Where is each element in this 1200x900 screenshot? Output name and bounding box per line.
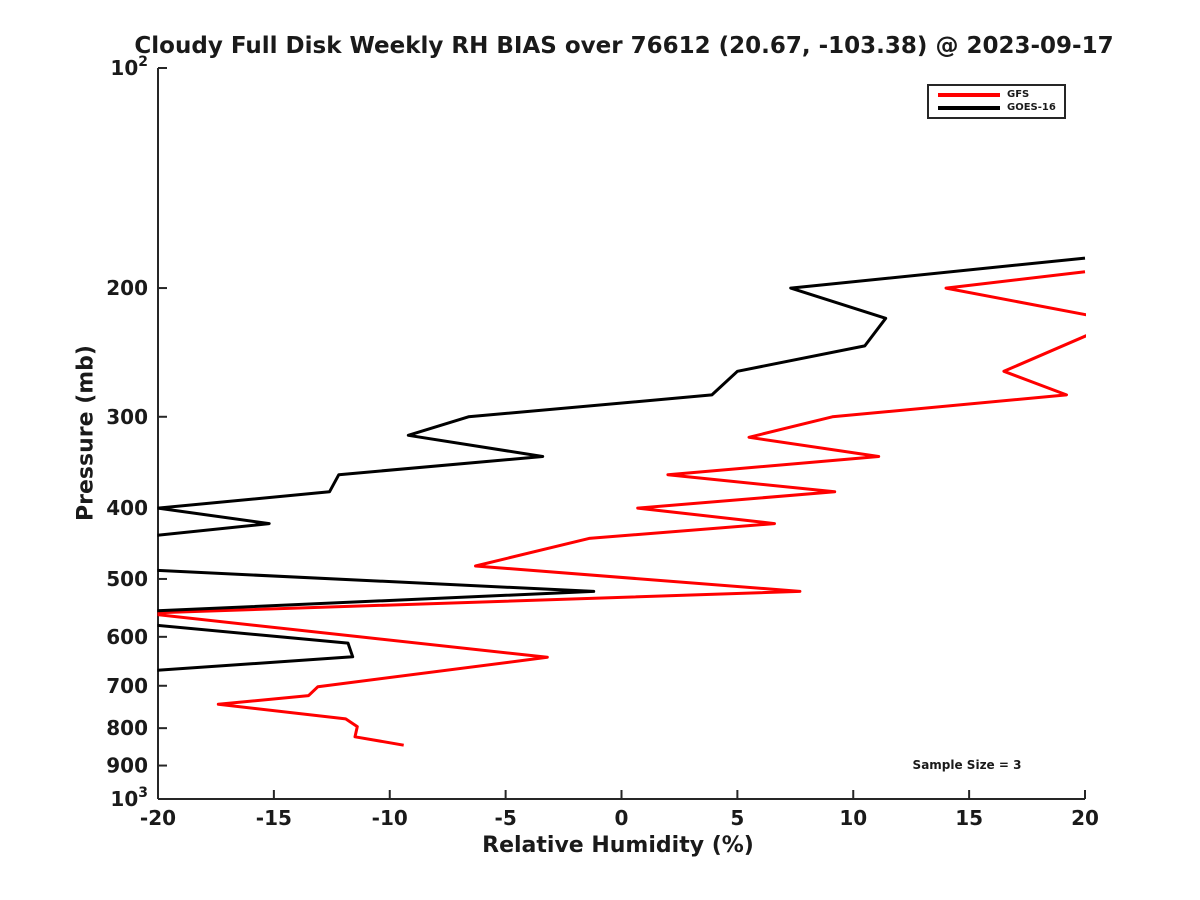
x-tick-label: -5 xyxy=(495,806,517,830)
y-tick-label: 400 xyxy=(106,496,148,520)
y-tick-label: 700 xyxy=(106,674,148,698)
axes xyxy=(157,68,1085,800)
goes16-line xyxy=(157,256,1086,672)
x-tick-label: -15 xyxy=(256,806,292,830)
gfs-legend-label: GFS xyxy=(1007,89,1030,101)
legend: GFS GOES-16 xyxy=(927,84,1066,119)
chart-title: Cloudy Full Disk Weekly RH BIAS over 766… xyxy=(134,33,1114,59)
y-tick-label: 500 xyxy=(106,567,148,591)
legend-item-gfs: GFS xyxy=(938,90,1064,100)
y-axis-label: Pressure (mb) xyxy=(73,345,99,521)
y-tick-label: 600 xyxy=(106,625,148,649)
x-tick-label: 5 xyxy=(730,806,744,830)
y-tick-label: 900 xyxy=(106,754,148,778)
x-tick-label: 0 xyxy=(615,806,629,830)
y-tick-label: 800 xyxy=(106,716,148,740)
y-tick-label: 200 xyxy=(106,276,148,300)
x-tick-label: 15 xyxy=(955,806,983,830)
goes16-line-swatch xyxy=(938,105,1000,110)
ticks xyxy=(157,67,1086,800)
x-tick-label: -10 xyxy=(372,806,408,830)
x-tick-label: 20 xyxy=(1071,806,1099,830)
legend-item-goes16: GOES-16 xyxy=(938,101,1064,113)
tick-labels: -20 -15 -10 -5 0 5 10 15 20 102 200 300 400 500 600 700… xyxy=(106,54,1099,830)
goes16-legend-label: GOES-16 xyxy=(1007,101,1056,113)
x-tick-label: 10 xyxy=(839,806,867,830)
y-tick-label: 102 xyxy=(110,54,148,80)
sample-size-annotation: Sample Size = 3 xyxy=(912,758,1022,772)
x-tick-label: -20 xyxy=(140,806,176,830)
x-axis-label: Relative Humidity (%) xyxy=(482,833,754,858)
gfs-line xyxy=(157,270,1086,747)
y-tick-label: 103 xyxy=(110,785,148,811)
y-tick-label: 300 xyxy=(106,405,148,429)
gfs-line-swatch xyxy=(938,93,1000,98)
